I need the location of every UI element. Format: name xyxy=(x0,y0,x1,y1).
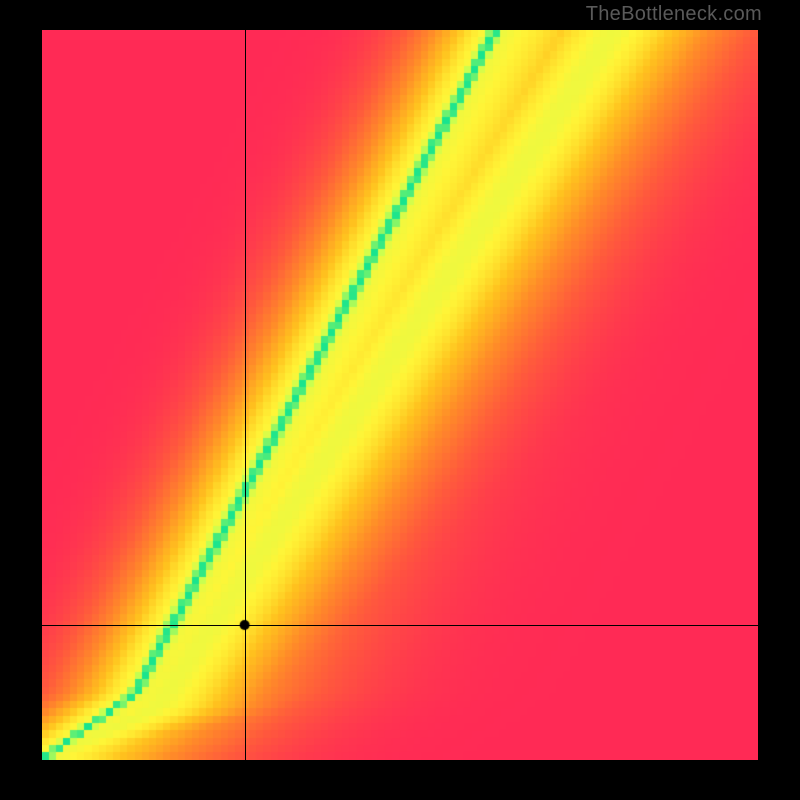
watermark-text: TheBottleneck.com xyxy=(586,3,762,26)
heatmap-plot xyxy=(42,30,758,760)
crosshair-dot xyxy=(42,30,758,760)
